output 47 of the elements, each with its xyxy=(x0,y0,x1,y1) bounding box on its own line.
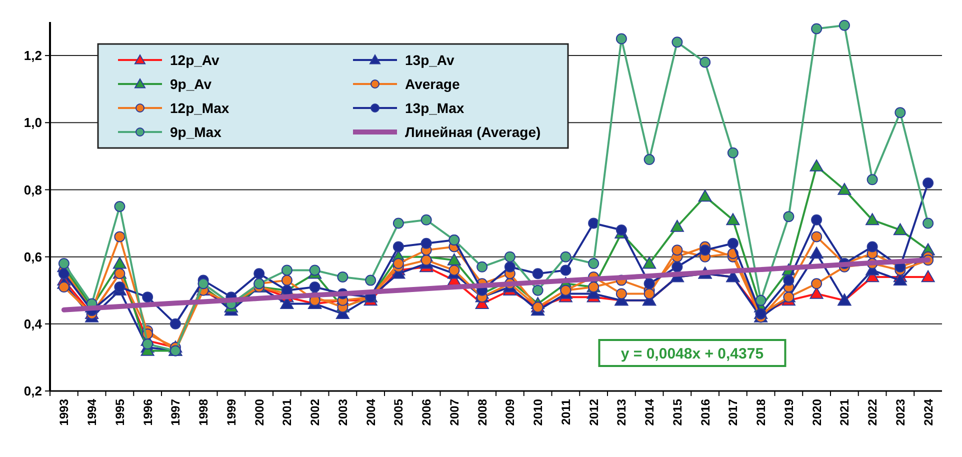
x-tick-label: 2000 xyxy=(252,398,266,426)
x-tick-label: 2016 xyxy=(698,398,712,426)
x-tick-label: 2021 xyxy=(838,398,852,426)
x-tick-label: 2013 xyxy=(614,398,629,426)
x-tick-label: 2015 xyxy=(670,398,684,426)
legend-label: 9p_Av xyxy=(170,76,212,92)
x-tick-label: 2022 xyxy=(866,398,880,426)
y-tick-label: 1,2 xyxy=(24,48,42,64)
x-tick-label: 2010 xyxy=(531,398,546,426)
x-tick-label: 2003 xyxy=(336,398,350,426)
x-tick-label: 2004 xyxy=(364,398,378,426)
x-tick-label: 2024 xyxy=(921,398,936,426)
legend-label: 12p_Max xyxy=(170,100,230,116)
x-tick-label: 2009 xyxy=(503,398,518,426)
x-tick-label: 2018 xyxy=(754,398,768,426)
legend-label: 13p_Av xyxy=(405,52,454,68)
x-tick-label: 1997 xyxy=(168,398,183,426)
y-tick-label: 0,8 xyxy=(24,182,42,198)
x-tick-label: 1999 xyxy=(224,398,238,426)
y-tick-label: 0,4 xyxy=(24,316,43,332)
x-tick-label: 1996 xyxy=(140,398,155,426)
y-tick-label: 0,2 xyxy=(24,384,42,399)
x-tick-label: 2007 xyxy=(447,398,462,426)
x-tick-label: 2008 xyxy=(475,398,490,426)
legend-label: 9p_Max xyxy=(170,124,222,140)
x-tick-label: 2019 xyxy=(782,398,796,426)
x-tick-label: 1994 xyxy=(85,398,100,426)
legend-label: 13p_Max xyxy=(405,100,464,116)
x-tick-label: 1998 xyxy=(196,398,211,426)
x-tick-label: 2011 xyxy=(558,398,573,426)
x-tick-label: 1993 xyxy=(57,398,72,426)
x-tick-label: 2023 xyxy=(893,398,908,426)
x-tick-label: 2012 xyxy=(586,398,601,426)
y-tick-label: 0,6 xyxy=(24,249,42,264)
x-tick-label: 2017 xyxy=(726,398,740,426)
legend-label: Линейная (Average) xyxy=(405,124,541,140)
legend-label: Average xyxy=(405,76,460,92)
x-tick-label: 2014 xyxy=(642,398,657,426)
x-tick-label: 2006 xyxy=(420,398,434,426)
annotation: y = 0,0048x + 0,4375 xyxy=(620,345,764,362)
x-tick-label: 2001 xyxy=(280,398,294,426)
x-tick-label: 1995 xyxy=(112,398,127,426)
x-tick-label: 2020 xyxy=(810,398,824,426)
y-tick-label: 1,0 xyxy=(24,115,42,130)
x-tick-label: 2005 xyxy=(392,398,406,426)
legend-label: 12p_Av xyxy=(170,52,220,68)
x-tick-label: 2002 xyxy=(308,398,322,426)
